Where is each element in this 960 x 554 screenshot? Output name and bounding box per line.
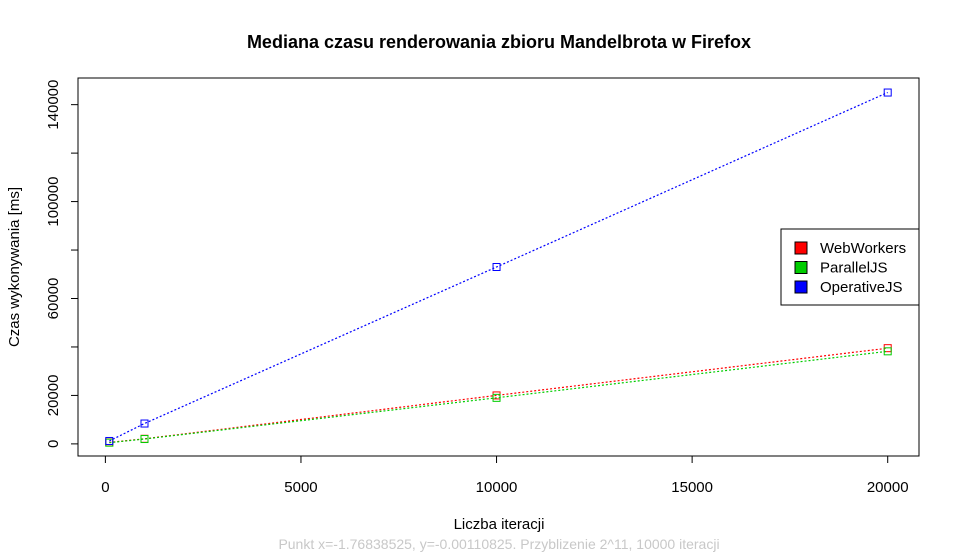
legend-swatch: [794, 280, 808, 294]
series-line-paralleljs: [109, 350, 888, 444]
x-tick-label: 10000: [476, 479, 518, 496]
y-axis: 0 20000 60000 100000 140000: [45, 80, 79, 448]
x-tick-label: 0: [101, 479, 109, 496]
y-axis-title: Czas wykonywania [ms]: [6, 187, 23, 347]
series-line-webworkers: [109, 347, 888, 443]
legend: WebWorkers ParallelJS OperativeJS: [780, 228, 920, 306]
series-point-paralleljs: [140, 435, 149, 444]
legend-swatch: [794, 261, 808, 274]
chart-title: Mediana czasu renderowania zbioru Mandel…: [247, 32, 751, 52]
series-point-operativejs: [140, 419, 149, 428]
y-tick-label: 0: [45, 440, 62, 448]
series-line-operativejs: [109, 91, 888, 442]
y-tick-label: 60000: [45, 278, 62, 320]
series-point-paralleljs: [883, 347, 892, 356]
x-tick-label: 15000: [671, 479, 713, 496]
series-point-paralleljs: [492, 393, 501, 402]
series-layer: [105, 88, 892, 447]
series-point-paralleljs: [105, 438, 114, 447]
legend-label: WebWorkers: [820, 240, 906, 257]
x-tick-label: 20000: [867, 479, 909, 496]
legend-swatch: [794, 241, 808, 255]
y-tick-label: 140000: [45, 80, 62, 130]
y-tick-label: 100000: [45, 177, 62, 227]
y-tick-label: 20000: [45, 375, 62, 417]
legend-label: ParallelJS: [820, 260, 888, 277]
x-axis: 0 5000 10000 15000 20000: [101, 455, 909, 496]
series-point-operativejs: [105, 436, 114, 445]
footer-note: Punkt x=-1.76838525, y=-0.00110825. Przy…: [278, 536, 719, 552]
x-tick-label: 5000: [284, 479, 317, 496]
series-point-operativejs: [883, 88, 892, 97]
x-axis-title: Liczba iteracji: [454, 516, 545, 533]
series-point-operativejs: [492, 263, 501, 271]
legend-label: OperativeJS: [820, 279, 903, 296]
